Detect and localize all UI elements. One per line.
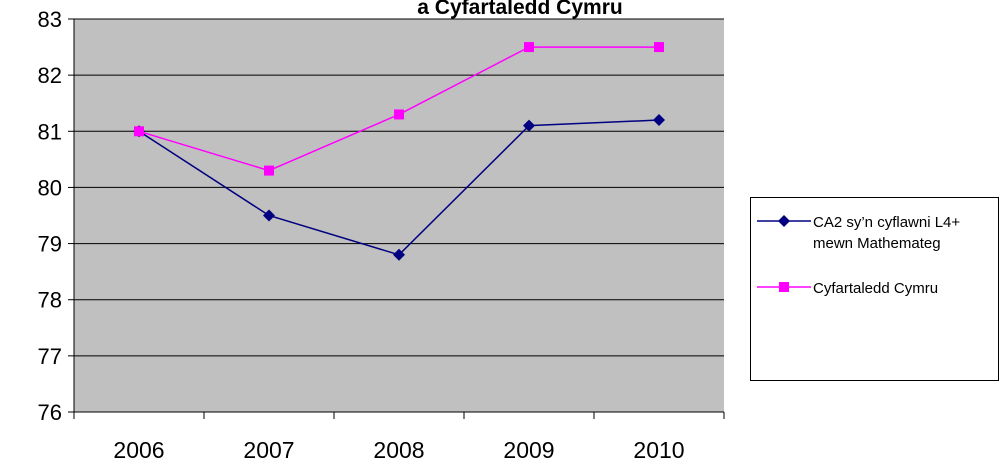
marker: [653, 114, 665, 127]
y-tick-label: 78: [38, 288, 62, 313]
y-tick-label: 82: [38, 63, 62, 88]
legend-label: Cyfartaledd Cymru: [813, 280, 939, 297]
legend-key: [757, 215, 811, 227]
x-tick-label: 2008: [373, 437, 424, 463]
y-tick-label: 81: [38, 119, 62, 144]
legend-entry: Cyfartaledd Cymru: [751, 278, 993, 299]
marker: [524, 42, 534, 53]
marker: [778, 215, 790, 227]
x-tick-label: 2010: [633, 437, 684, 463]
plot-area: [74, 19, 724, 412]
legend-entry: CA2 sy’n cyflawni L4+ mewn Mathemateg: [751, 212, 993, 254]
x-tick-label: 2007: [243, 437, 294, 463]
marker: [394, 109, 404, 120]
y-tick-label: 83: [38, 7, 62, 32]
y-tick-label: 77: [38, 344, 62, 369]
marker: [134, 126, 144, 137]
y-tick-label: 76: [38, 400, 62, 425]
chart-title: a Cyfartaledd Cymru: [417, 0, 622, 19]
marker: [264, 165, 274, 176]
y-tick-label: 80: [38, 175, 62, 200]
x-tick-label: 2009: [503, 437, 554, 463]
marker: [263, 209, 275, 222]
marker: [779, 282, 789, 292]
legend-key: [757, 282, 811, 292]
marker: [393, 248, 405, 261]
legend: CA2 sy’n cyflawni L4+ mewn Mathemateg Cyf…: [750, 197, 999, 381]
x-tick-label: 2006: [113, 437, 164, 463]
marker: [523, 119, 535, 132]
marker: [654, 42, 664, 53]
legend-label: CA2 sy’n cyflawni L4+ mewn Mathemateg: [813, 214, 961, 252]
y-tick-label: 79: [38, 232, 62, 257]
